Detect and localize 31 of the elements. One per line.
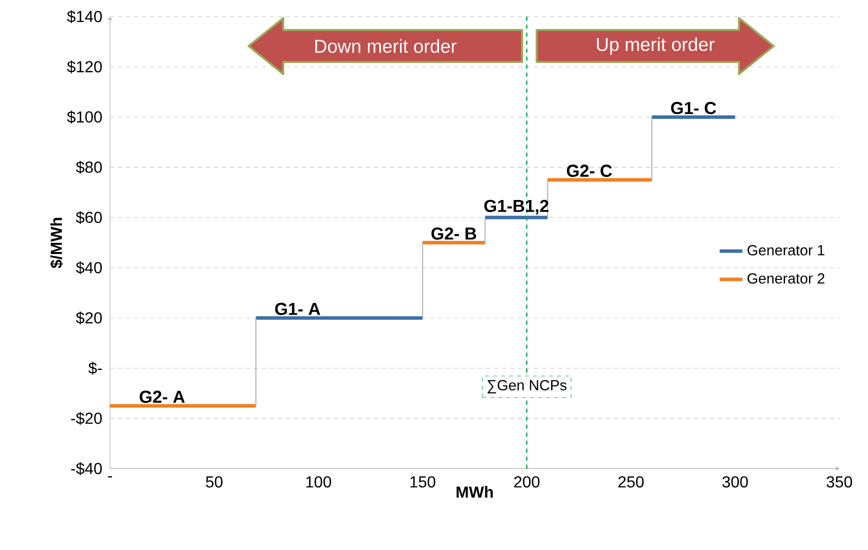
- y-tick-label: $80: [76, 160, 102, 174]
- x-tick-label: 50: [206, 476, 222, 488]
- x-tick-label: 300: [722, 476, 748, 488]
- y-tick-label: $100: [67, 110, 102, 124]
- legend-label: Generator 2: [748, 273, 824, 284]
- y-tick-label: $60: [76, 211, 102, 224]
- annotation: G1-B1,2: [484, 200, 548, 215]
- annotation: G1- C: [671, 102, 716, 114]
- x-tick-label: 250: [618, 476, 644, 488]
- y-axis-title: $/MWh: [50, 218, 64, 268]
- y-tick-label: $140: [67, 10, 102, 24]
- x-tick-label: 200: [514, 476, 540, 488]
- y-tick-label: $40: [76, 261, 102, 274]
- x-tick-label: 350: [826, 476, 852, 488]
- annotation: G2- B: [431, 227, 476, 240]
- x-tick-label: 100: [306, 476, 332, 488]
- annotation: G2- C: [566, 164, 612, 177]
- ref-line-label: ∑Gen NCPs: [488, 380, 566, 394]
- y-tick-label: -$40: [71, 462, 102, 476]
- y-tick-label: $-: [88, 362, 102, 375]
- annotation: Up merit order: [596, 37, 714, 55]
- y-tick-label: $20: [76, 312, 102, 324]
- y-tick-label: -$20: [71, 412, 102, 425]
- annotation: G2- A: [140, 390, 185, 403]
- x-tick-label: -: [108, 476, 112, 478]
- legend-label: Generator 1: [748, 245, 824, 256]
- annotation: G1- A: [275, 302, 320, 316]
- x-axis-title: MWh: [456, 486, 493, 498]
- x-tick-label: 150: [410, 476, 436, 488]
- y-tick-label: $120: [67, 60, 102, 74]
- annotation: Down merit order: [315, 39, 457, 53]
